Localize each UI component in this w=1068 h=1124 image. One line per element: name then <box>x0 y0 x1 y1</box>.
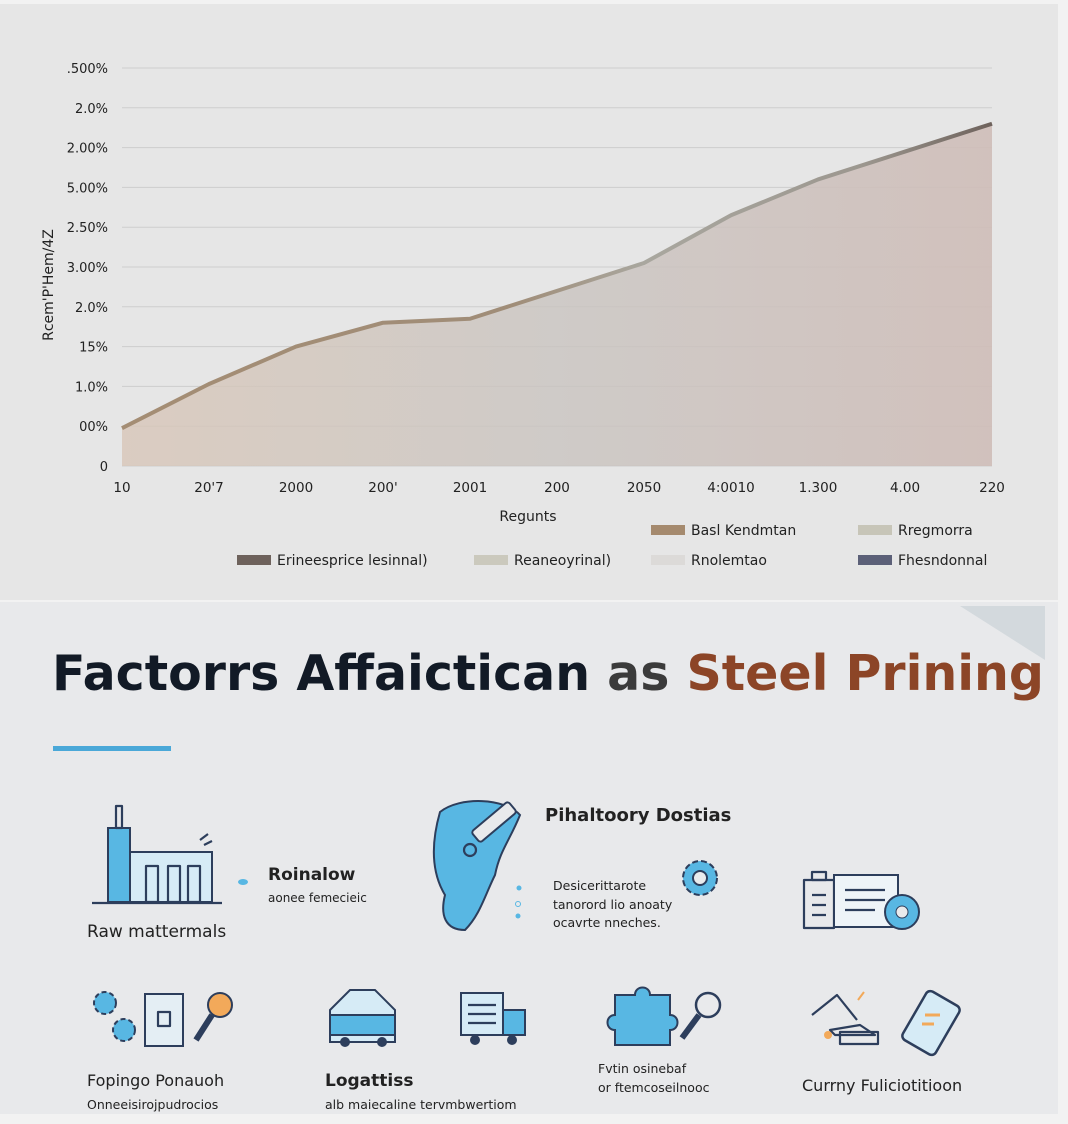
corner-decor <box>960 606 1045 660</box>
factor-text: Fvtin osinebaf <box>598 1061 687 1076</box>
truck-icon <box>329 989 526 1047</box>
factor-text: Onneeisirojpudrocios <box>87 1097 218 1112</box>
y-tick-label: 00% <box>79 420 108 435</box>
y-tick-label: 2.00% <box>67 142 108 157</box>
x-tick-label: 200' <box>368 480 397 496</box>
x-tick-label: 2000 <box>279 480 313 496</box>
legend-label: Basl Kendmtan <box>691 523 796 539</box>
gear-icon <box>682 860 718 896</box>
legend-label: Rnolemtao <box>691 553 767 569</box>
factor-text: or ftemcoseilnooc <box>598 1080 710 1095</box>
x-tick-label: 1.300 <box>799 480 838 496</box>
y-tick-label: .500% <box>67 62 108 77</box>
factor-heading: Logattiss <box>325 1071 413 1091</box>
x-tick-label: 10 <box>113 480 130 496</box>
factor-heading: Roinalow <box>268 865 356 885</box>
factory-icon <box>92 804 248 905</box>
x-tick-label: 4:0010 <box>707 480 755 496</box>
x-tick-label: 2001 <box>453 480 487 496</box>
factor-texts: Roinalow aonee femecieic Raw mattermals … <box>87 805 962 1112</box>
factor-text: aonee femecieic <box>268 891 367 905</box>
legend-swatch <box>858 525 892 535</box>
legend-swatch <box>237 555 271 565</box>
y-tick-label: 2.0% <box>75 301 108 316</box>
map-icon <box>432 800 522 932</box>
y-tick-label: 1.0% <box>75 380 108 395</box>
title-part: as <box>607 645 669 702</box>
area <box>122 123 992 466</box>
legend-label: Rregmorra <box>898 523 973 539</box>
y-tick-label: 2.0% <box>75 102 108 117</box>
x-tick-label: 200 <box>544 480 570 496</box>
factor-heading: Currny Fuliciotitioon <box>802 1076 962 1095</box>
legend-label: Erineesprice lesinnal) <box>277 553 428 569</box>
factor-text: tanorord lio anoaty <box>553 897 673 912</box>
y-tick-label: 5.00% <box>67 181 108 196</box>
chart: 0 00% 1.0% 15% 2.0% 3.00% 2.50% 5.00% 2.00% 2.0%.… <box>41 62 1005 569</box>
x-tick-label: 220 <box>979 480 1005 496</box>
factor-text: Desicerittarote <box>553 878 646 893</box>
legend-swatch <box>651 525 685 535</box>
factor-caption: Raw mattermals <box>87 922 226 942</box>
y-tick-label: 15% <box>79 341 108 356</box>
legend-swatch <box>858 555 892 565</box>
gears-icon <box>93 991 233 1047</box>
legend-swatch <box>474 555 508 565</box>
x-tick-label: 20'7 <box>194 480 223 496</box>
title-underline <box>53 746 171 751</box>
title-part: Steel Prining <box>686 645 1044 702</box>
y-tick-label: 0 <box>100 460 108 475</box>
infographic-title: Factorrs Affaictican as Steel Prining <box>52 645 1044 702</box>
factor-heading: Fopingo Ponauoh <box>87 1071 224 1090</box>
hammer-icon <box>811 991 880 1046</box>
legend-swatch <box>651 555 685 565</box>
legend-label: Fhesndonnal <box>898 553 987 569</box>
factor-heading: Pihaltoory Dostias <box>545 805 731 826</box>
legend-label: Reaneoyrinal) <box>514 553 611 569</box>
y-tick-label: 3.00% <box>67 261 108 276</box>
factor-text: ocavrte nneches. <box>553 915 661 930</box>
phone-icon <box>901 989 961 1057</box>
factor-text: alb maiecaline tervmbwertiom <box>325 1097 517 1112</box>
title-part: Factorrs Affaictican <box>52 645 590 702</box>
y-axis-label: Rcem'P'Hem/4Z <box>41 229 57 341</box>
x-axis-label: Regunts <box>499 509 556 525</box>
y-tick-label: 2.50% <box>67 221 108 236</box>
puzzle-icon <box>606 986 722 1046</box>
icons <box>92 800 961 1057</box>
line <box>121 121 993 430</box>
x-tick-label: 4.00 <box>890 480 920 496</box>
x-tick-label: 2050 <box>627 480 661 496</box>
document-icon <box>802 870 920 930</box>
